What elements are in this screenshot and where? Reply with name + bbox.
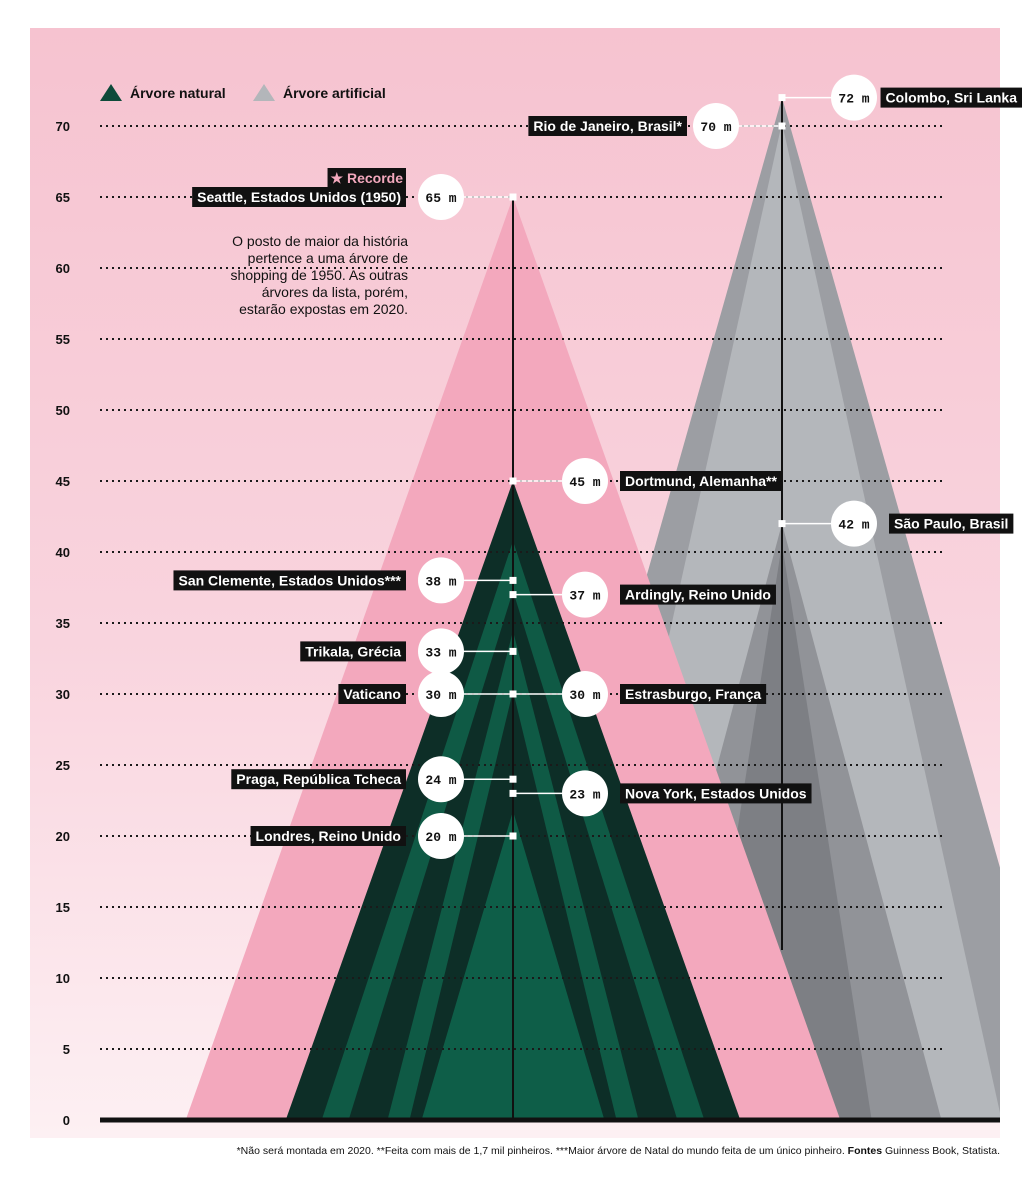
value-marker xyxy=(509,789,517,797)
value-marker xyxy=(509,647,517,655)
city-label: Dortmund, Alemanha** xyxy=(625,473,777,489)
value-marker xyxy=(509,775,517,783)
value-badge xyxy=(418,557,464,604)
city-label-box xyxy=(620,684,767,704)
record-label-box xyxy=(327,168,406,187)
value-badge xyxy=(693,103,739,149)
legend-natural-icon xyxy=(100,84,122,101)
city-label-box xyxy=(338,684,406,704)
y-tick-label: 65 xyxy=(56,190,70,205)
city-label: Seattle, Estados Unidos (1950) xyxy=(197,189,401,205)
value-marker xyxy=(778,94,786,102)
y-tick-label: 40 xyxy=(56,545,70,560)
city-label-box xyxy=(192,187,406,207)
value-text: 37 m xyxy=(569,589,600,604)
value-marker xyxy=(778,520,786,528)
city-label: Ardingly, Reino Unido xyxy=(625,587,771,603)
value-text: 20 m xyxy=(425,830,456,845)
value-text: 24 m xyxy=(425,773,456,788)
y-tick-label: 5 xyxy=(63,1042,70,1057)
value-badge xyxy=(562,671,608,717)
value-badge xyxy=(418,628,464,675)
value-marker xyxy=(778,122,786,130)
city-label-box xyxy=(173,570,406,591)
y-tick-label: 15 xyxy=(56,900,70,915)
value-badge xyxy=(418,756,464,803)
value-text: 30 m xyxy=(569,688,600,703)
y-tick-label: 0 xyxy=(63,1113,70,1128)
value-marker xyxy=(509,193,517,201)
record-annotation: O posto de maior da história pertence a … xyxy=(230,233,408,317)
y-tick-label: 35 xyxy=(56,616,70,631)
sources-text: Guinness Book, Statista. xyxy=(882,1145,1000,1157)
y-tick-label: 60 xyxy=(56,261,70,276)
value-badge xyxy=(562,571,608,618)
value-text: 70 m xyxy=(700,120,731,135)
city-label-box xyxy=(250,826,406,846)
value-text: 45 m xyxy=(569,475,600,490)
value-text: 42 m xyxy=(838,518,869,533)
y-tick-label: 10 xyxy=(56,971,70,986)
city-label-box xyxy=(889,513,1014,534)
value-badge xyxy=(418,671,464,717)
value-marker xyxy=(509,576,517,584)
value-text: 65 m xyxy=(425,191,456,206)
value-text: 23 m xyxy=(569,787,600,802)
city-label: Praga, República Tcheca xyxy=(236,771,401,787)
value-text: 33 m xyxy=(425,645,456,660)
legend-label: Árvore artificial xyxy=(283,85,386,101)
city-label: Nova York, Estados Unidos xyxy=(625,785,807,801)
value-marker xyxy=(509,690,517,698)
city-label: Vaticano xyxy=(343,686,401,702)
value-badge xyxy=(418,174,464,220)
y-tick-label: 45 xyxy=(56,474,70,489)
value-badge xyxy=(831,74,877,121)
city-label: Colombo, Sri Lanka xyxy=(886,90,1018,106)
value-marker xyxy=(509,591,517,599)
value-text: 30 m xyxy=(425,688,456,703)
value-badge xyxy=(418,813,464,859)
y-tick-label: 20 xyxy=(56,829,70,844)
y-tick-label: 55 xyxy=(56,332,70,347)
value-badge xyxy=(831,500,877,547)
city-label-box xyxy=(880,87,1022,108)
footnote-text: *Não será montada em 2020. **Feita com m… xyxy=(236,1145,848,1157)
sources-label: Fontes xyxy=(847,1145,883,1157)
y-tick-label: 25 xyxy=(56,758,70,773)
city-label-box xyxy=(620,584,776,605)
value-text: 38 m xyxy=(425,574,456,589)
city-label-box xyxy=(528,116,687,136)
legend-label: Árvore natural xyxy=(130,85,226,101)
footnote: *Não será montada em 2020. **Feita com m… xyxy=(237,1145,1000,1157)
value-text: 72 m xyxy=(838,92,869,107)
city-label-box xyxy=(620,471,782,491)
legend-artificial-icon xyxy=(253,84,275,101)
city-label: Estrasburgo, França xyxy=(625,686,761,702)
y-tick-label: 30 xyxy=(56,687,70,702)
city-label: Rio de Janeiro, Brasil* xyxy=(533,118,682,134)
record-label: ★ Recorde xyxy=(331,170,404,186)
city-label: São Paulo, Brasil xyxy=(894,516,1008,532)
city-label: San Clemente, Estados Unidos*** xyxy=(178,572,401,588)
value-marker xyxy=(509,477,517,485)
city-label-box xyxy=(231,769,406,790)
city-label: Londres, Reino Unido xyxy=(256,828,401,844)
y-tick-label: 50 xyxy=(56,403,70,418)
value-badge xyxy=(562,770,608,817)
value-badge xyxy=(562,458,608,504)
city-label-box xyxy=(300,641,406,662)
y-tick-label: 70 xyxy=(56,119,70,134)
city-label-box xyxy=(620,783,812,804)
value-marker xyxy=(509,832,517,840)
city-label: Trikala, Grécia xyxy=(305,643,401,659)
